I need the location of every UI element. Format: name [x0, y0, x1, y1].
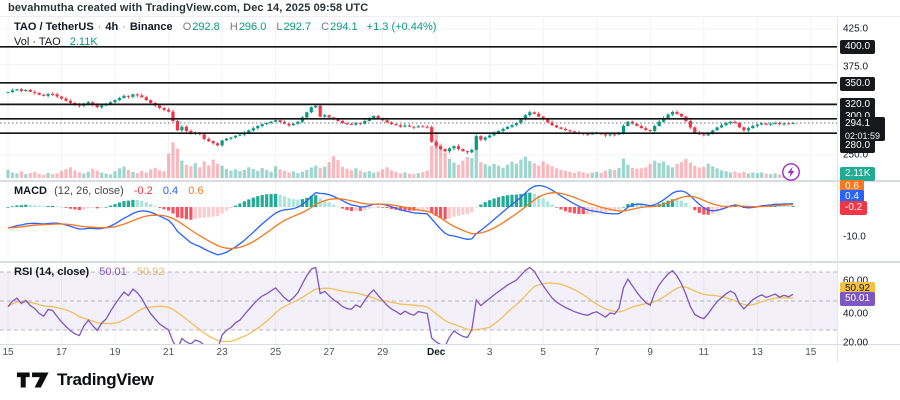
axis-label-250: 250.0 [843, 149, 869, 161]
pane-separator[interactable] [0, 261, 900, 263]
pane-separator[interactable] [0, 180, 900, 182]
macd-hist-badge: -0.2 [840, 201, 868, 215]
rsi-axis-label-60: 60.00 [843, 275, 869, 287]
tv-logo-icon [16, 372, 49, 388]
ohlc-low-value: 292.7 [283, 21, 312, 33]
time-tick-label: 7 [593, 347, 600, 358]
time-tick-label: 29 [377, 347, 389, 358]
attribution-text: bevahmutha created with TradingView.com,… [8, 2, 369, 14]
time-tick-label: 9 [647, 347, 653, 358]
legend-separator: · [97, 21, 102, 33]
macd-legend-params: (12, 26, close) [54, 185, 124, 197]
axis-badge-280: 280.0 [840, 139, 876, 153]
price-scale-border [837, 17, 838, 362]
time-tick-label: 23 [216, 347, 228, 358]
lightning-icon [782, 163, 800, 181]
time-tick-label: 19 [109, 347, 121, 358]
quick-trade-button[interactable] [781, 162, 801, 182]
macd-signal-value: 0.6 [188, 185, 204, 197]
rsi-value: 50.01 [99, 266, 127, 278]
ohlc-low-key: L [276, 21, 283, 33]
chart-top-border [0, 16, 900, 17]
volume-legend-value: 2.11K [69, 36, 98, 48]
time-tick-label: Dec [427, 347, 446, 358]
time-tick-label: 25 [270, 347, 282, 358]
rsi-axis-label-40: 40.00 [843, 308, 869, 320]
macd-axis-label-neg10: -10.0 [843, 231, 866, 243]
macd-line-value: 0.4 [162, 185, 179, 197]
rsi-legend[interactable]: RSI (14, close) 50.01 50.92 [14, 266, 164, 278]
rsi-axis-label-20: 20.00 [843, 337, 869, 349]
rsi-legend-title[interactable]: RSI (14, close) [14, 266, 90, 278]
volume-legend[interactable]: Vol · TAO 2.11K [14, 36, 98, 48]
time-tick-label: 17 [55, 347, 68, 358]
ohlc-high-key: H [229, 21, 238, 33]
legend-separator: · [122, 21, 126, 33]
axis-label-425: 425.0 [843, 23, 869, 35]
macd-line-badge: 0.4 [840, 190, 864, 204]
current-price-badge: 294.1 02:01:59 [840, 117, 886, 141]
ohlc-close-key: C [321, 21, 330, 33]
price-pane-canvas[interactable] [0, 18, 838, 180]
symbol-legend[interactable]: TAO / TetherUS · 4h · Binance O292.8 H296.0 … [14, 21, 436, 33]
macd-pane-canvas[interactable] [0, 182, 838, 261]
ohlc-open-value: 292.8 [192, 21, 220, 33]
macd-legend[interactable]: MACD (12, 26, close) -0.2 0.4 0.6 [14, 185, 204, 197]
time-tick-label: 15 [805, 347, 817, 358]
exchange-label[interactable]: Binance [129, 21, 173, 33]
time-tick-label: 15 [2, 347, 14, 358]
axis-badge-400: 400.0 [840, 40, 876, 54]
time-tick-label: 21 [163, 347, 175, 358]
tradingview-logo[interactable]: TradingView [16, 370, 154, 390]
axis-label-375: 375.0 [843, 61, 869, 73]
time-tick-label: 13 [751, 347, 763, 358]
volume-value-badge: 2.11K [840, 167, 876, 181]
rsi-pane-canvas[interactable] [0, 263, 838, 344]
axis-badge-350: 350.0 [840, 77, 876, 91]
macd-hist-value: -0.2 [133, 185, 153, 197]
change-value: +1.3 (+0.44%) [366, 21, 437, 33]
time-axis-border [0, 344, 900, 345]
interval-label[interactable]: 4h [105, 21, 119, 33]
ohlc-close-value: 294.1 [330, 21, 358, 33]
time-tick-label: 11 [698, 347, 709, 358]
ohlc-high-value: 296.0 [238, 21, 267, 33]
symbol-name[interactable]: TAO / TetherUS [14, 21, 94, 33]
macd-legend-title[interactable]: MACD [14, 185, 47, 197]
rsi-ma-value: 50.92 [136, 266, 165, 278]
axis-badge-320: 320.0 [840, 98, 876, 112]
ohlc-open-key: O [182, 21, 192, 33]
time-tick-label: 27 [323, 347, 335, 358]
time-tick-label: 3 [486, 347, 493, 358]
tradingview-wordmark: TradingView [57, 370, 154, 389]
time-tick-label: 5 [540, 347, 546, 358]
volume-legend-label[interactable]: Vol · TAO [14, 36, 61, 48]
rsi-value-badge: 50.01 [840, 292, 876, 306]
